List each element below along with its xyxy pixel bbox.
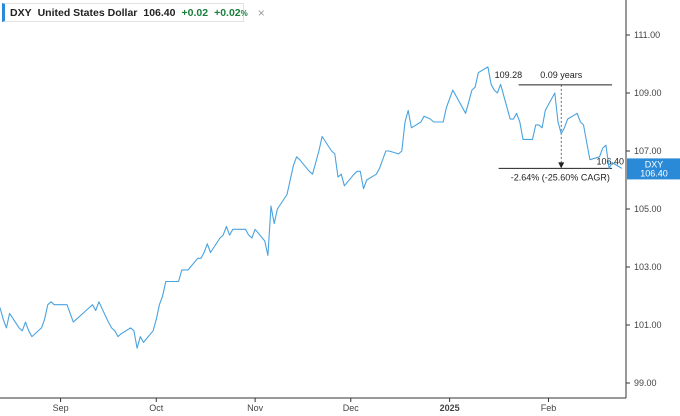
x-tick-label: 2025 [440, 403, 460, 413]
x-axis: Sep Oct Nov Dec 2025 Feb [0, 397, 626, 413]
x-tick-label: Dec [343, 403, 360, 413]
y-tick-label: 103.00 [634, 262, 662, 272]
close-icon[interactable]: × [257, 5, 265, 20]
x-tick-label: Nov [247, 403, 264, 413]
legend-change: +0.02 [181, 6, 209, 19]
legend-name: United States Dollar [37, 6, 138, 19]
price-tag-box [627, 158, 680, 180]
measure-annotation: 109.28 0.09 years 106.40 -2.64% (-25.60% CA… [495, 70, 624, 183]
legend-change-pct-value: +0.02 [214, 6, 241, 19]
x-tick-label: Feb [541, 403, 557, 413]
measure-change-label: -2.64% (-25.60% CAGR) [511, 172, 610, 182]
legend-change-pct-suffix: % [240, 8, 248, 18]
y-tick-label: 99.00 [634, 378, 657, 388]
legend-last-price: 106.40 [143, 6, 176, 19]
y-tick-label: 109.00 [634, 88, 662, 98]
series-line-group [0, 66, 623, 349]
series-line [0, 66, 623, 349]
measure-arrow-head [558, 162, 565, 169]
price-tag-symbol: DXY [645, 159, 664, 169]
y-tick-label: 101.00 [634, 320, 662, 330]
x-tick-label: Oct [149, 403, 164, 413]
y-tick-label: 111.00 [634, 30, 660, 40]
y-tick-label: 105.00 [634, 204, 662, 214]
legend-symbol: DXY [10, 6, 32, 19]
price-tag-value: 106.40 [640, 168, 668, 178]
y-tick-label: 107.00 [634, 146, 662, 156]
symbol-legend[interactable]: DXY United States Dollar 106.40 +0.02 +0… [2, 3, 265, 22]
legend-change-pct: +0.02% [214, 7, 248, 19]
measure-duration-label: 0.09 years [540, 70, 583, 80]
y-axis: 111.00 109.00 107.00 105.00 103.00 101.00 99.0… [625, 0, 662, 398]
measure-start-label: 109.28 [495, 70, 523, 80]
x-tick-label: Sep [53, 403, 69, 413]
measure-end-label: 106.40 [596, 156, 624, 166]
